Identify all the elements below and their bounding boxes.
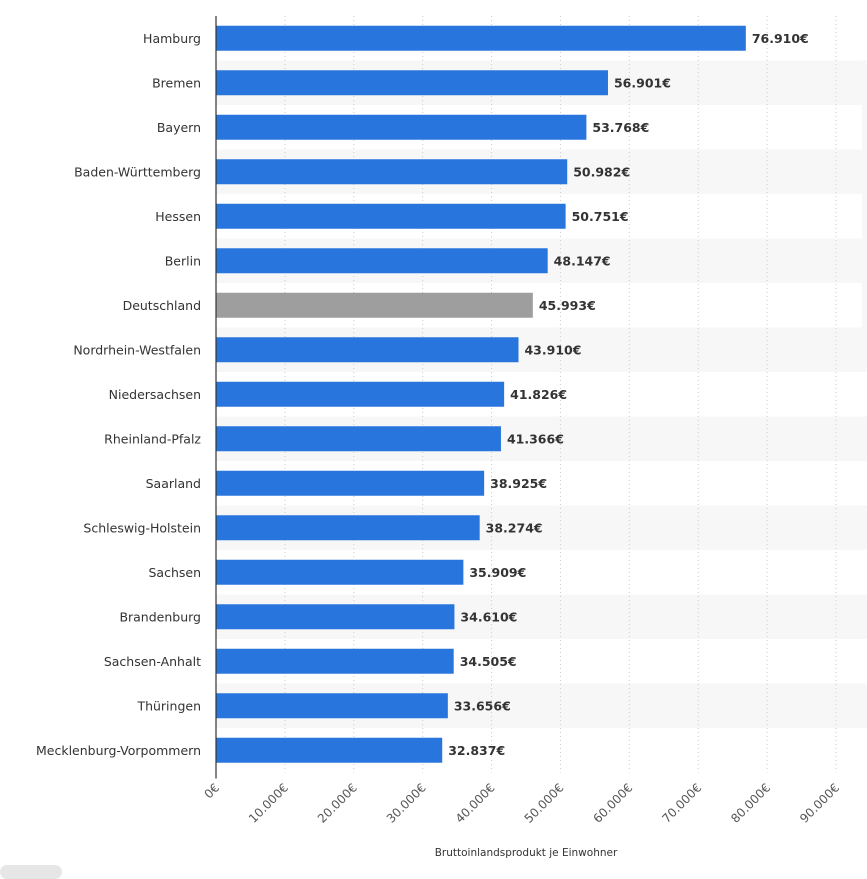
bars	[216, 25, 746, 763]
data-label: 76.910€	[752, 31, 809, 46]
x-tick-label: 60.000€	[590, 781, 635, 826]
data-label: 33.656€	[454, 698, 511, 713]
bar[interactable]	[216, 159, 568, 185]
category-label: Saarland	[146, 476, 201, 491]
data-label: 35.909€	[469, 565, 526, 580]
category-label: Niedersachsen	[109, 387, 201, 402]
category-label: Mecklenburg-Vorpommern	[36, 743, 201, 758]
bar[interactable]	[216, 337, 519, 363]
bar[interactable]	[216, 737, 443, 763]
bar[interactable]	[216, 693, 448, 719]
category-label: Rheinland-Pfalz	[104, 431, 201, 446]
data-label: 56.901€	[614, 75, 671, 90]
x-tick-label: 50.000€	[522, 781, 567, 826]
x-tick-label: 80.000€	[728, 781, 773, 826]
bar[interactable]	[216, 515, 480, 541]
category-label: Bayern	[157, 120, 201, 135]
category-label: Hamburg	[143, 31, 201, 46]
data-label: 32.837€	[448, 743, 505, 758]
bar[interactable]	[216, 248, 548, 274]
category-label: Baden-Württemberg	[74, 164, 201, 179]
data-label: 50.751€	[572, 209, 629, 224]
category-label: Hessen	[155, 209, 201, 224]
x-tick-label: 90.000€	[797, 781, 842, 826]
x-tick-label: 20.000€	[315, 781, 360, 826]
bar[interactable]	[216, 559, 464, 585]
bar[interactable]	[216, 114, 587, 140]
x-tick-label: 40.000€	[453, 781, 498, 826]
data-label: 34.610€	[460, 609, 517, 624]
bar[interactable]	[216, 648, 454, 674]
side-panel-edge	[862, 60, 867, 330]
category-label: Bremen	[152, 75, 201, 90]
category-label: Nordrhein-Westfalen	[73, 342, 201, 357]
x-tick-label: 30.000€	[384, 781, 429, 826]
x-tick-labels: 0€ 10.000€ 20.000€ 30.000€ 40.000€ 50.000€ 60.…	[201, 781, 842, 826]
category-label: Sachsen-Anhalt	[104, 654, 201, 669]
data-label: 45.993€	[539, 298, 596, 313]
data-label: 38.274€	[486, 520, 543, 535]
data-label: 38.925€	[490, 476, 547, 491]
data-label: 41.826€	[510, 387, 567, 402]
data-label: 48.147€	[554, 253, 611, 268]
category-labels: Hamburg Bremen Bayern Baden-Württemberg Hess…	[36, 31, 201, 758]
category-label: Deutschland	[123, 298, 201, 313]
bar[interactable]	[216, 426, 501, 452]
data-label: 34.505€	[460, 654, 517, 669]
bar[interactable]	[216, 470, 485, 496]
scrollbar-handle[interactable]	[0, 865, 62, 879]
category-label: Berlin	[165, 253, 201, 268]
bar[interactable]	[216, 604, 455, 630]
bar[interactable]	[216, 70, 608, 96]
category-label: Sachsen	[148, 565, 201, 580]
data-label: 50.982€	[573, 164, 630, 179]
data-label: 41.366€	[507, 431, 564, 446]
category-label: Thüringen	[136, 698, 201, 713]
data-label: 43.910€	[524, 342, 581, 357]
bar[interactable]	[216, 203, 566, 229]
category-label: Schleswig-Holstein	[83, 520, 201, 535]
x-tick-label: 70.000€	[659, 781, 704, 826]
data-label: 53.768€	[592, 120, 649, 135]
category-label: Brandenburg	[119, 609, 201, 624]
bar[interactable]	[216, 25, 746, 51]
bar[interactable]	[216, 381, 505, 407]
x-axis-title: Bruttoinlandsprodukt je Einwohner	[435, 847, 618, 859]
x-tick-label: 10.000€	[246, 781, 291, 826]
bar[interactable]	[216, 292, 533, 318]
x-tick-label: 0€	[201, 781, 222, 802]
value-labels: 76.910€ 56.901€ 53.768€ 50.982€ 50.751€ 48.14…	[448, 31, 809, 758]
